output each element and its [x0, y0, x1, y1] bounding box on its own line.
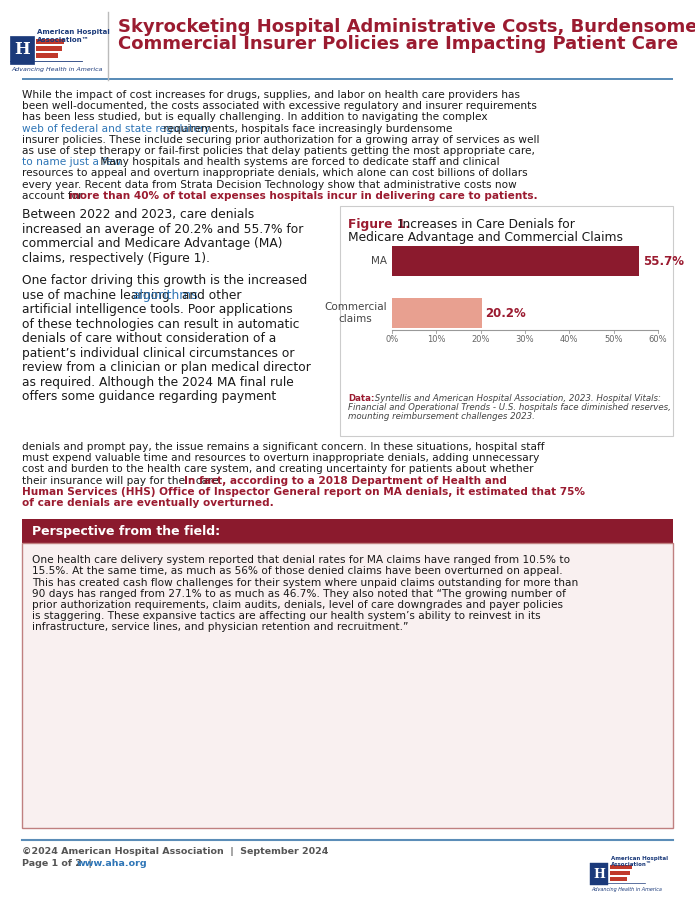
Text: as use of step therapy or fail-first policies that delay patients getting the mo: as use of step therapy or fail-first pol… [22, 146, 535, 156]
Text: While the impact of cost increases for drugs, supplies, and labor on health care: While the impact of cost increases for d… [22, 90, 520, 100]
Text: of care denials are eventually overturned.: of care denials are eventually overturne… [22, 498, 274, 508]
Text: and other: and other [178, 289, 241, 302]
Text: increased an average of 20.2% and 55.7% for: increased an average of 20.2% and 55.7% … [22, 222, 304, 236]
Text: Skyrocketing Hospital Administrative Costs, Burdensome: Skyrocketing Hospital Administrative Cos… [118, 18, 695, 36]
Text: Many hospitals and health systems are forced to dedicate staff and clinical: Many hospitals and health systems are fo… [97, 158, 500, 167]
Text: resources to appeal and overturn inappropriate denials, which alone can cost bil: resources to appeal and overturn inappro… [22, 168, 528, 178]
Text: H: H [593, 868, 605, 880]
Text: 20.2%: 20.2% [486, 307, 526, 320]
Text: must expend valuable time and resources to overturn inappropriate denials, addin: must expend valuable time and resources … [22, 454, 539, 464]
Text: One factor driving this growth is the increased: One factor driving this growth is the in… [22, 274, 307, 287]
Text: Commercial
claims: Commercial claims [325, 302, 387, 324]
Text: H: H [14, 41, 30, 58]
Text: more than 40% of total expenses hospitals incur in delivering care to patients.: more than 40% of total expenses hospital… [70, 191, 538, 201]
Text: Perspective from the field:: Perspective from the field: [32, 525, 220, 537]
Bar [392, 246, 639, 276]
Text: denials of care without consideration of a: denials of care without consideration of… [22, 332, 276, 345]
Text: account for: account for [22, 191, 86, 201]
Bar [610, 865, 632, 869]
Text: Advancing Health in America: Advancing Health in America [591, 887, 662, 892]
Text: 55.7%: 55.7% [643, 255, 684, 267]
Text: of these technologies can result in automatic: of these technologies can result in auto… [22, 318, 300, 330]
Text: American Hospital: American Hospital [611, 856, 668, 861]
Text: their insurance will pay for their care.: their insurance will pay for their care. [22, 475, 225, 486]
Text: 40%: 40% [560, 335, 578, 344]
Text: 10%: 10% [427, 335, 445, 344]
Text: 60%: 60% [648, 335, 667, 344]
Text: patient’s individual clinical circumstances or: patient’s individual clinical circumstan… [22, 346, 295, 359]
FancyBboxPatch shape [10, 36, 34, 64]
Text: Financial and Operational Trends - U.S. hospitals face diminished reserves,: Financial and Operational Trends - U.S. … [348, 403, 671, 412]
FancyBboxPatch shape [36, 39, 64, 44]
Text: 20%: 20% [471, 335, 490, 344]
Text: web of federal and state regulatory: web of federal and state regulatory [22, 123, 211, 133]
Text: every year. Recent data from Strata Decision Technology show that administrative: every year. Recent data from Strata Deci… [22, 180, 517, 190]
Text: Association™: Association™ [611, 862, 652, 867]
Text: prior authorization requirements, claim audits, denials, level of care downgrade: prior authorization requirements, claim … [32, 600, 563, 610]
Text: Page 1 of 2  |: Page 1 of 2 | [22, 859, 99, 868]
Text: requirements, hospitals face increasingly burdensome: requirements, hospitals face increasingl… [161, 123, 452, 133]
Text: Advancing Health in America: Advancing Health in America [11, 67, 102, 72]
Text: offers some guidance regarding payment: offers some guidance regarding payment [22, 390, 276, 403]
Text: www.aha.org: www.aha.org [77, 859, 147, 868]
Bar [22, 544, 673, 828]
Text: mounting reimbursement challenges 2023.: mounting reimbursement challenges 2023. [348, 412, 535, 421]
Text: American Hospital: American Hospital [37, 29, 110, 35]
Bar [392, 298, 482, 328]
Text: Commercial Insurer Policies are Impacting Patient Care: Commercial Insurer Policies are Impactin… [118, 35, 678, 53]
Text: Association™: Association™ [37, 37, 90, 43]
Text: claims, respectively (Figure 1).: claims, respectively (Figure 1). [22, 251, 210, 265]
Bar [340, 206, 673, 436]
Text: In fact, according to a 2018 Department of Health and: In fact, according to a 2018 Department … [184, 475, 507, 486]
Text: ©2024 American Hospital Association  |  September 2024: ©2024 American Hospital Association | Se… [22, 847, 328, 856]
Text: insurer policies. These include securing prior authorization for a growing array: insurer policies. These include securing… [22, 135, 539, 145]
Text: Human Services (HHS) Office of Inspector General report on MA denials, it estima: Human Services (HHS) Office of Inspector… [22, 487, 585, 497]
Text: as required. Although the 2024 MA final rule: as required. Although the 2024 MA final … [22, 375, 294, 389]
Text: use of machine learning: use of machine learning [22, 289, 174, 302]
Text: 0%: 0% [385, 335, 399, 344]
Text: has been less studied, but is equally challenging. In addition to navigating the: has been less studied, but is equally ch… [22, 112, 488, 122]
Text: This has created cash flow challenges for their system where unpaid claims outst: This has created cash flow challenges fo… [32, 578, 578, 588]
Text: cost and burden to the health care system, and creating uncertainty for patients: cost and burden to the health care syste… [22, 464, 534, 474]
Text: MA: MA [371, 256, 387, 266]
Text: denials and prompt pay, the issue remains a significant concern. In these situat: denials and prompt pay, the issue remain… [22, 442, 544, 452]
Text: artificial intelligence tools. Poor applications: artificial intelligence tools. Poor appl… [22, 303, 293, 316]
Text: 90 days has ranged from 27.1% to as much as 46.7%. They also noted that “The gro: 90 days has ranged from 27.1% to as much… [32, 589, 566, 598]
Text: to name just a few.: to name just a few. [22, 158, 124, 167]
Text: 50%: 50% [605, 335, 623, 344]
FancyBboxPatch shape [36, 53, 58, 58]
Bar [22, 519, 673, 544]
Text: Between 2022 and 2023, care denials: Between 2022 and 2023, care denials [22, 208, 254, 221]
Text: is staggering. These expansive tactics are affecting our health system’s ability: is staggering. These expansive tactics a… [32, 611, 541, 621]
Bar [610, 871, 630, 875]
Text: 15.5%. At the same time, as much as 56% of those denied claims have been overtur: 15.5%. At the same time, as much as 56% … [32, 566, 563, 576]
Text: Increases in Care Denials for: Increases in Care Denials for [395, 218, 575, 231]
Text: infrastructure, service lines, and physician retention and recruitment.”: infrastructure, service lines, and physi… [32, 623, 409, 633]
Bar [590, 863, 608, 885]
FancyBboxPatch shape [36, 46, 62, 51]
Text: commercial and Medicare Advantage (MA): commercial and Medicare Advantage (MA) [22, 237, 282, 250]
Text: Figure 1.: Figure 1. [348, 218, 410, 231]
Text: Medicare Advantage and Commercial Claims: Medicare Advantage and Commercial Claims [348, 231, 623, 244]
Text: review from a clinician or plan medical director: review from a clinician or plan medical … [22, 361, 311, 374]
Text: 30%: 30% [516, 335, 534, 344]
Text: One health care delivery system reported that denial rates for MA claims have ra: One health care delivery system reported… [32, 555, 570, 565]
Text: Data:: Data: [348, 394, 375, 403]
Bar [22, 77, 673, 80]
Text: been well-documented, the costs associated with excessive regulatory and insurer: been well-documented, the costs associat… [22, 101, 537, 112]
Text: Syntellis and American Hospital Association, 2023. Hospital Vitals:: Syntellis and American Hospital Associat… [372, 394, 661, 403]
Text: algorithms: algorithms [132, 289, 197, 302]
Bar [610, 877, 627, 881]
